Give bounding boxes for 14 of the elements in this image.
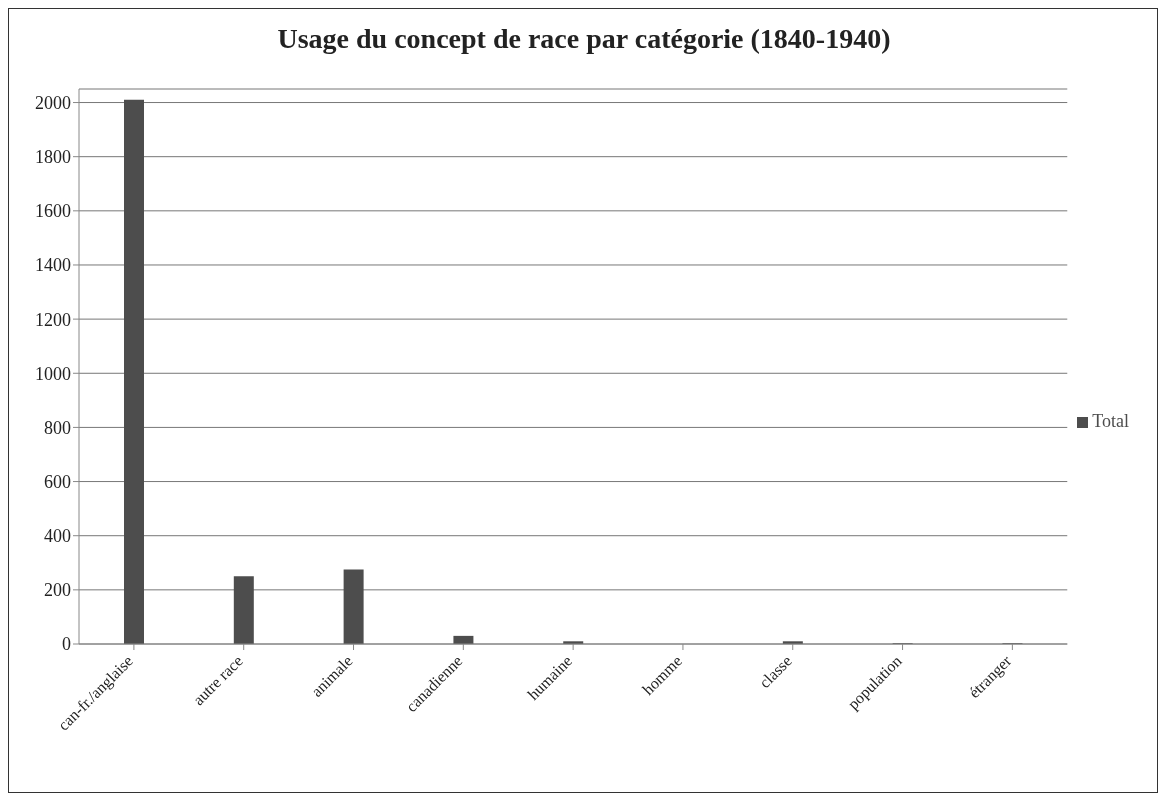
y-tick-label: 2000: [35, 92, 71, 113]
y-tick-label: 1800: [35, 147, 71, 168]
y-tick-label: 1000: [35, 363, 71, 384]
y-tick-label: 600: [44, 471, 71, 492]
y-tick-label: 400: [44, 526, 71, 547]
chart-title: Usage du concept de race par catégorie (1840-1940): [276, 23, 892, 55]
legend-label: Total: [1092, 411, 1129, 431]
y-tick-label: 1400: [35, 255, 71, 276]
y-tick-label: 1600: [35, 201, 71, 222]
x-tick-label: autre race: [189, 652, 246, 709]
y-tick-label: 200: [44, 580, 71, 601]
y-tick-label: 0: [62, 634, 71, 655]
y-tick-label: 800: [44, 417, 71, 438]
y-tick-label: 1200: [35, 309, 71, 330]
